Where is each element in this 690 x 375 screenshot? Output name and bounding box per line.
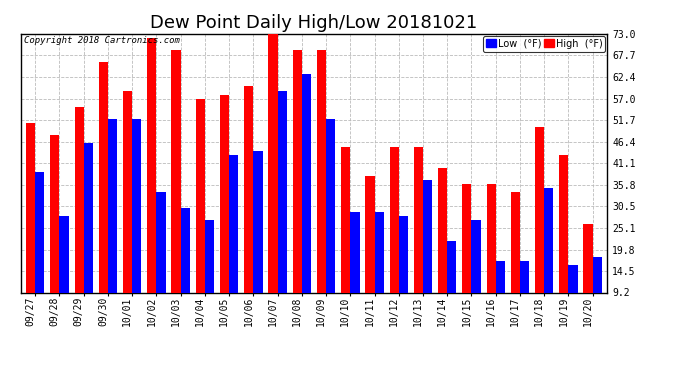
Bar xyxy=(486,184,495,292)
Bar xyxy=(50,135,59,292)
Bar xyxy=(171,50,181,292)
Bar xyxy=(399,216,408,292)
Bar xyxy=(447,241,457,292)
Bar xyxy=(229,155,238,292)
Bar xyxy=(375,212,384,292)
Bar xyxy=(471,220,481,292)
Legend: Low  (°F), High  (°F): Low (°F), High (°F) xyxy=(483,36,605,51)
Bar xyxy=(147,38,157,292)
Bar xyxy=(293,50,302,292)
Bar xyxy=(365,176,375,292)
Bar xyxy=(220,94,229,292)
Bar xyxy=(205,220,214,292)
Bar xyxy=(157,192,166,292)
Bar xyxy=(26,123,35,292)
Bar xyxy=(244,87,253,292)
Bar xyxy=(462,184,471,292)
Bar xyxy=(511,192,520,292)
Bar xyxy=(35,172,44,292)
Bar xyxy=(414,147,423,292)
Bar xyxy=(277,90,287,292)
Bar xyxy=(59,216,69,292)
Bar xyxy=(75,107,83,292)
Bar xyxy=(253,152,263,292)
Bar xyxy=(495,261,505,292)
Bar xyxy=(535,127,544,292)
Bar xyxy=(423,180,432,292)
Bar xyxy=(438,168,447,292)
Bar xyxy=(317,50,326,292)
Bar xyxy=(181,208,190,292)
Bar xyxy=(132,119,141,292)
Bar xyxy=(196,99,205,292)
Bar xyxy=(326,119,335,292)
Bar xyxy=(302,74,311,292)
Bar xyxy=(341,147,351,292)
Text: Copyright 2018 Cartronics.com: Copyright 2018 Cartronics.com xyxy=(23,36,179,45)
Bar xyxy=(390,147,399,292)
Bar xyxy=(123,90,132,292)
Bar xyxy=(593,257,602,292)
Bar xyxy=(544,188,553,292)
Bar xyxy=(108,119,117,292)
Bar xyxy=(584,224,593,292)
Bar xyxy=(559,155,569,292)
Bar xyxy=(268,34,277,292)
Bar xyxy=(351,212,359,292)
Bar xyxy=(520,261,529,292)
Title: Dew Point Daily High/Low 20181021: Dew Point Daily High/Low 20181021 xyxy=(150,14,477,32)
Bar xyxy=(569,265,578,292)
Bar xyxy=(99,62,108,292)
Bar xyxy=(83,143,93,292)
